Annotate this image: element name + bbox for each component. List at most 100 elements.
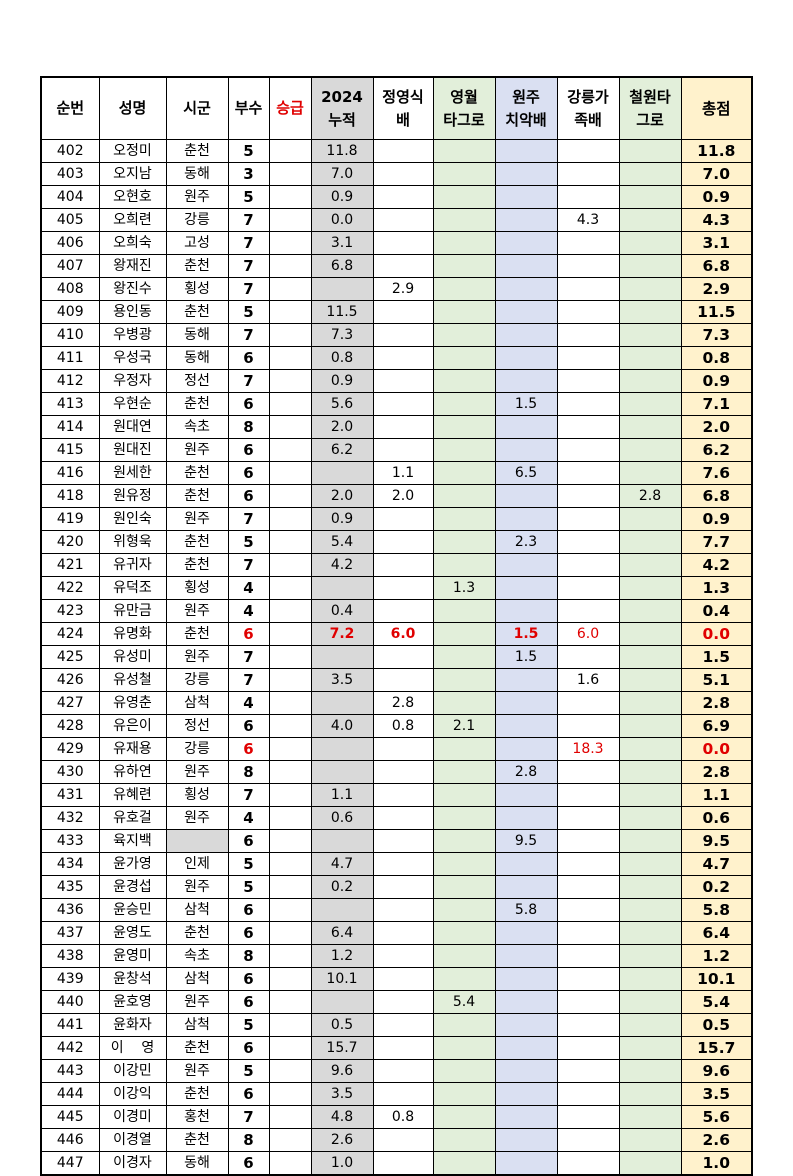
cell-bu: 6 [227,898,270,922]
cell-cw [618,898,682,922]
cell-city: 원주 [165,1059,229,1083]
cell-bu: 6 [227,346,270,370]
cell-yw [432,461,496,485]
cell-bu: 6 [227,737,270,761]
cell-wj [494,875,558,899]
score-table: 순번 성명 시군 부수 승급 2024 누적 정영식 배 영월 타그로 원주 치… [40,76,753,1176]
table-row: 403 오지남 동해 3 7.0 7.0 [40,162,753,186]
cell-jys [372,1082,434,1106]
cell-cw [618,806,682,830]
cell-wj [494,553,558,577]
cell-total: 0.6 [680,806,753,830]
cell-jys [372,1151,434,1176]
cell-city: 원주 [165,760,229,784]
cell-gn [556,599,620,623]
table-row: 429 유재용 강릉 6 18.3 0.0 [40,737,753,761]
cell-cum: 0.0 [310,208,374,232]
cell-wj [494,1128,558,1152]
cell-bu: 7 [227,231,270,255]
cell-wj [494,967,558,991]
cell-wj [494,162,558,186]
cell-jys [372,783,434,807]
cell-total: 7.1 [680,392,753,416]
cell-bu: 7 [227,507,270,531]
cell-promo [268,1036,312,1060]
table-row: 411 우성국 동해 6 0.8 0.8 [40,346,753,370]
cell-name: 유호걸 [98,806,167,830]
cell-no: 407 [40,254,100,278]
cell-bu: 5 [227,852,270,876]
header-promotion: 승급 [268,76,312,140]
cell-city: 춘천 [165,1082,229,1106]
cell-gn [556,1151,620,1176]
cell-wj [494,139,558,163]
cell-yw: 2.1 [432,714,496,738]
cell-yw [432,668,496,692]
cell-name: 육지백 [98,829,167,853]
cell-gn [556,231,620,255]
cell-city: 횡성 [165,277,229,301]
cell-cum [310,461,374,485]
cell-jys [372,208,434,232]
cell-promo [268,990,312,1014]
cell-no: 421 [40,553,100,577]
cell-gn [556,714,620,738]
cell-promo [268,530,312,554]
cell-cum: 1.0 [310,1151,374,1176]
cell-bu: 6 [227,990,270,1014]
cell-jys [372,415,434,439]
table-row: 421 유귀자 춘천 7 4.2 4.2 [40,553,753,577]
cell-total: 0.9 [680,369,753,393]
cell-no: 438 [40,944,100,968]
cell-gn [556,277,620,301]
cell-no: 413 [40,392,100,416]
cell-no: 444 [40,1082,100,1106]
cell-total: 2.8 [680,691,753,715]
cell-wj [494,576,558,600]
cell-cw [618,300,682,324]
cell-gn [556,185,620,209]
cell-name: 유혜련 [98,783,167,807]
cell-city: 강릉 [165,668,229,692]
cell-gn [556,392,620,416]
cell-name: 윤영도 [98,921,167,945]
cell-cum: 11.8 [310,139,374,163]
cell-cum: 4.7 [310,852,374,876]
table-row: 402 오정미 춘천 5 11.8 11.8 [40,139,753,163]
cell-promo [268,484,312,508]
cell-city: 삼척 [165,898,229,922]
cell-name: 원세한 [98,461,167,485]
cell-cum: 0.5 [310,1013,374,1037]
cell-gn [556,139,620,163]
cell-yw: 5.4 [432,990,496,1014]
header-name: 성명 [98,76,167,140]
header-yeongwol-tagro: 영월 타그로 [432,76,496,140]
cell-city: 속초 [165,944,229,968]
cell-cum: 6.8 [310,254,374,278]
header-wonju-chiak-cup: 원주 치악배 [494,76,558,140]
cell-cw [618,553,682,577]
cell-yw [432,415,496,439]
cell-name: 원인숙 [98,507,167,531]
cell-promo [268,898,312,922]
cell-yw [432,806,496,830]
cell-bu: 4 [227,576,270,600]
cell-yw [432,691,496,715]
cell-gn [556,944,620,968]
cell-bu: 6 [227,1036,270,1060]
cell-yw [432,1013,496,1037]
cell-jys [372,254,434,278]
cell-promo [268,783,312,807]
table-row: 444 이강익 춘천 6 3.5 3.5 [40,1082,753,1106]
table-row: 410 우병광 동해 7 7.3 7.3 [40,323,753,347]
cell-bu: 5 [227,875,270,899]
cell-yw: 1.3 [432,576,496,600]
cell-bu: 4 [227,806,270,830]
cell-no: 430 [40,760,100,784]
cell-cum [310,277,374,301]
cell-city: 정선 [165,369,229,393]
cell-total: 0.9 [680,185,753,209]
cell-gn [556,162,620,186]
table-row: 414 원대연 속초 8 2.0 2.0 [40,415,753,439]
cell-city: 원주 [165,990,229,1014]
